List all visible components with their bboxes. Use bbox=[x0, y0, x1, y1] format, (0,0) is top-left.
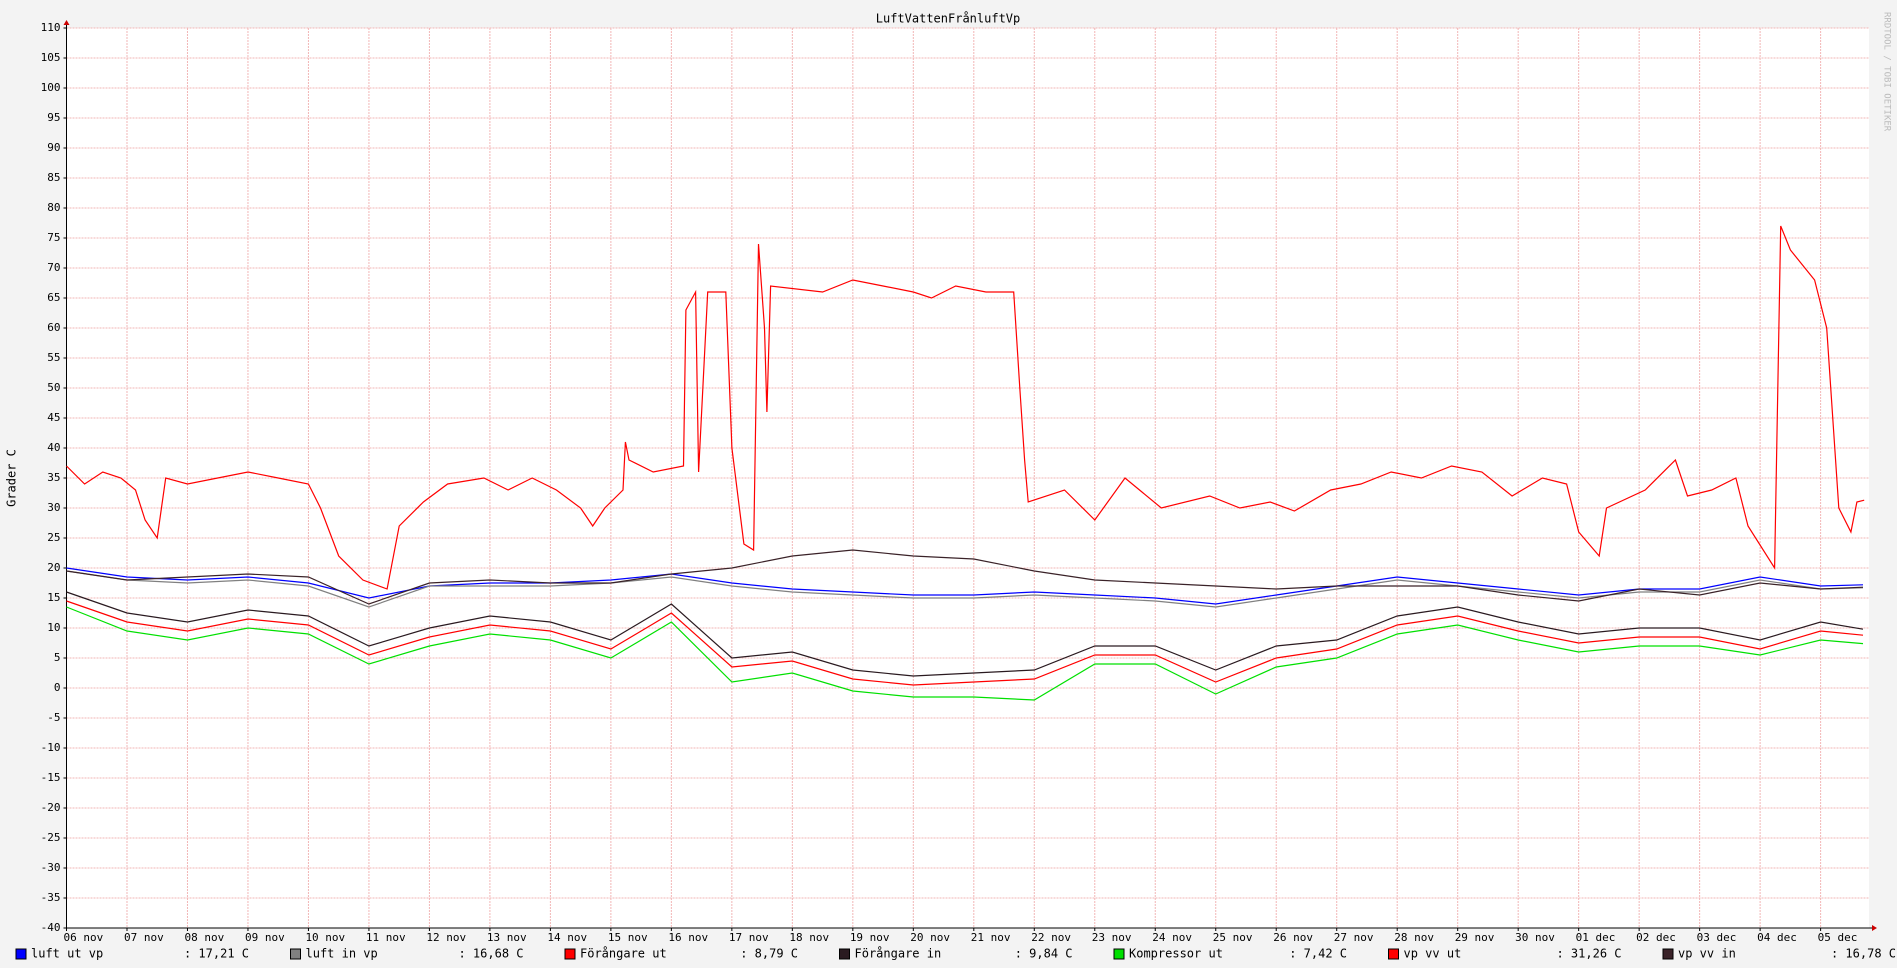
legend-label: vp vv ut bbox=[1404, 947, 1462, 961]
legend-value: : 7,42 C bbox=[1289, 947, 1347, 961]
x-tick-label: 25 nov bbox=[1213, 931, 1253, 944]
chart-title: LuftVattenFrånluftVp bbox=[876, 12, 1021, 26]
y-tick-label: 40 bbox=[47, 441, 60, 454]
x-tick-label: 07 nov bbox=[124, 931, 164, 944]
y-tick-label: 110 bbox=[41, 21, 61, 34]
y-tick-label: 10 bbox=[47, 621, 60, 634]
y-tick-label: -15 bbox=[41, 771, 61, 784]
x-tick-label: 11 nov bbox=[366, 931, 406, 944]
legend-value: : 16,68 C bbox=[458, 947, 523, 961]
x-tick-label: 19 nov bbox=[850, 931, 890, 944]
legend-label: luft ut vp bbox=[31, 947, 103, 961]
y-tick-label: 30 bbox=[47, 501, 60, 514]
y-tick-label: 45 bbox=[47, 411, 60, 424]
x-tick-label: 14 nov bbox=[547, 931, 587, 944]
legend-label: Förångare in bbox=[855, 947, 942, 961]
y-tick-label: 0 bbox=[54, 681, 61, 694]
y-axis-label: Grader C bbox=[5, 449, 19, 507]
series-line bbox=[66, 606, 1864, 701]
x-tick-label: 10 nov bbox=[305, 931, 345, 944]
series-line bbox=[66, 600, 1864, 686]
series-line bbox=[66, 567, 1864, 605]
y-tick-label: 105 bbox=[41, 51, 61, 64]
x-tick-label: 20 nov bbox=[910, 931, 950, 944]
y-tick-label: 15 bbox=[47, 591, 60, 604]
x-tick-label: 27 nov bbox=[1334, 931, 1374, 944]
legend-swatch bbox=[1113, 948, 1125, 960]
series-line bbox=[66, 591, 1864, 677]
x-tick-label: 12 nov bbox=[426, 931, 466, 944]
legend-value: : 31,26 C bbox=[1556, 947, 1621, 961]
y-tick-label: -40 bbox=[41, 921, 61, 934]
y-tick-label: 60 bbox=[47, 321, 60, 334]
x-tick-label: 09 nov bbox=[245, 931, 285, 944]
x-tick-label: 30 nov bbox=[1515, 931, 1555, 944]
x-tick-label: 26 nov bbox=[1273, 931, 1313, 944]
x-tick-label: 13 nov bbox=[487, 931, 527, 944]
legend-swatch bbox=[1662, 948, 1674, 960]
x-tick-label: 22 nov bbox=[1031, 931, 1071, 944]
x-tick-label: 05 dec bbox=[1818, 931, 1858, 944]
x-tick-label: 24 nov bbox=[1152, 931, 1192, 944]
legend-label: Förångare ut bbox=[580, 947, 667, 961]
y-tick-label: 20 bbox=[47, 561, 60, 574]
legend-swatch bbox=[564, 948, 576, 960]
x-tick-label: 04 dec bbox=[1757, 931, 1797, 944]
y-tick-label: 50 bbox=[47, 381, 60, 394]
legend-value: : 16,78 C bbox=[1831, 947, 1896, 961]
legend-label: Kompressor ut bbox=[1129, 947, 1223, 961]
y-tick-label: -25 bbox=[41, 831, 61, 844]
legend-swatch bbox=[1388, 948, 1399, 960]
x-tick-label: 16 nov bbox=[668, 931, 708, 944]
x-tick-label: 08 nov bbox=[184, 931, 224, 944]
y-tick-label: 5 bbox=[54, 651, 61, 664]
x-tick-label: 06 nov bbox=[64, 931, 104, 944]
series-line bbox=[66, 570, 1864, 608]
y-tick-label: 25 bbox=[47, 531, 60, 544]
x-tick-label: 21 nov bbox=[971, 931, 1011, 944]
x-tick-label: 29 nov bbox=[1455, 931, 1495, 944]
legend-value: : 8,79 C bbox=[740, 947, 798, 961]
x-tick-label: 15 nov bbox=[608, 931, 648, 944]
y-tick-label: 75 bbox=[47, 231, 60, 244]
y-tick-label: 70 bbox=[47, 261, 60, 274]
x-tick-label: 01 dec bbox=[1576, 931, 1616, 944]
y-tick-label: 90 bbox=[47, 141, 60, 154]
y-tick-label: -30 bbox=[41, 861, 61, 874]
y-tick-label: 85 bbox=[47, 171, 60, 184]
legend-label: vp vv in bbox=[1678, 947, 1736, 961]
y-tick-label: -20 bbox=[41, 801, 61, 814]
series-line bbox=[66, 549, 1864, 605]
legend-swatch bbox=[839, 948, 850, 960]
y-tick-label: -35 bbox=[41, 891, 61, 904]
legend-swatch bbox=[290, 948, 301, 960]
legend-value: : 17,21 C bbox=[184, 947, 249, 961]
x-tick-label: 18 nov bbox=[789, 931, 829, 944]
legend-label: luft in vp bbox=[306, 947, 378, 961]
y-tick-label: -10 bbox=[41, 741, 61, 754]
axis-arrow bbox=[63, 20, 70, 25]
y-tick-label: 95 bbox=[47, 111, 60, 124]
y-tick-label: 65 bbox=[47, 291, 60, 304]
y-tick-label: 55 bbox=[47, 351, 60, 364]
axis-arrow bbox=[1872, 925, 1877, 931]
x-tick-label: 03 dec bbox=[1697, 931, 1737, 944]
series-line bbox=[66, 225, 1865, 590]
watermark: RRDTOOL / TOBI OETIKER bbox=[1882, 12, 1892, 132]
y-tick-label: 35 bbox=[47, 471, 60, 484]
x-tick-label: 17 nov bbox=[729, 931, 769, 944]
x-tick-label: 02 dec bbox=[1636, 931, 1676, 944]
legend-swatch bbox=[15, 948, 27, 960]
y-tick-label: 100 bbox=[41, 81, 61, 94]
x-tick-label: 28 nov bbox=[1394, 931, 1434, 944]
x-tick-label: 23 nov bbox=[1092, 931, 1132, 944]
legend-value: : 9,84 C bbox=[1015, 947, 1073, 961]
y-tick-label: -5 bbox=[47, 711, 60, 724]
y-tick-label: 80 bbox=[47, 201, 60, 214]
